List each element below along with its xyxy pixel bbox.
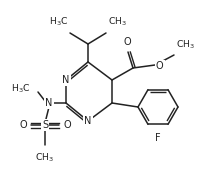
Text: O: O: [19, 120, 27, 130]
Text: N: N: [45, 98, 53, 108]
Text: CH$_3$: CH$_3$: [35, 152, 55, 165]
Text: O: O: [156, 61, 164, 71]
Text: N: N: [84, 116, 92, 126]
Text: CH$_3$: CH$_3$: [176, 38, 195, 51]
Text: CH$_3$: CH$_3$: [108, 15, 127, 28]
Text: O: O: [63, 120, 71, 130]
Text: S: S: [42, 120, 48, 130]
Text: H$_3$C: H$_3$C: [49, 15, 68, 28]
Text: O: O: [123, 37, 131, 47]
Text: F: F: [155, 133, 161, 143]
Text: H$_3$C: H$_3$C: [11, 83, 30, 95]
Text: N: N: [62, 75, 70, 85]
